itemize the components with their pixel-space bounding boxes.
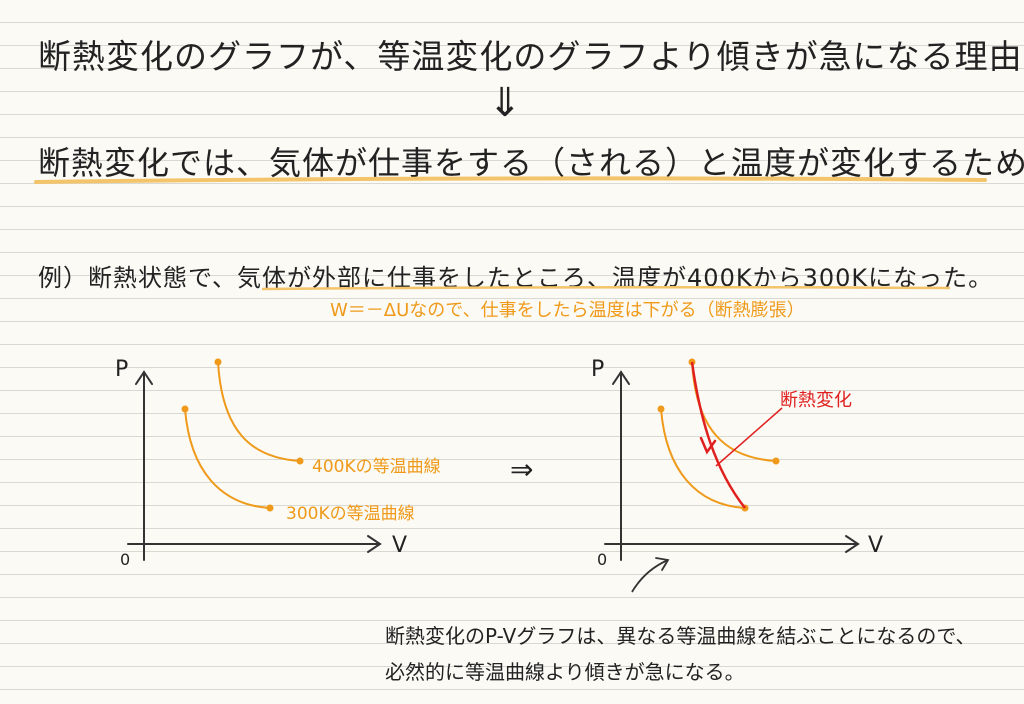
- page-title: 断熱変化のグラフが、等温変化のグラフより傾きが急になる理由: [38, 37, 1023, 76]
- left-axes: [127, 370, 382, 561]
- isotherm-300k-end: [266, 504, 274, 512]
- isotherm-400k-end: [296, 457, 304, 465]
- right-origin-label: 0: [597, 550, 608, 569]
- heading-highlight: [34, 176, 987, 184]
- bottom-note-arrowhead: [655, 557, 670, 571]
- isotherm-300k-start: [181, 405, 189, 413]
- isotherm-400k: [217, 361, 301, 462]
- bottom-explanation: 断熱変化のP-Vグラフは、異なる等温曲線を結ぶことになるので、 必然的に等温曲線…: [385, 618, 1005, 690]
- right-axes: [604, 370, 860, 561]
- adiabatic-arrowhead: [699, 436, 717, 455]
- right-400k-end: [772, 457, 780, 465]
- isotherm-300k: [184, 408, 271, 509]
- isotherm-400k-start: [214, 358, 222, 366]
- main-reason-heading: 断熱変化では、気体が仕事をする（される）と温度が変化するため！: [38, 144, 1024, 182]
- left-axis-p-label: P: [115, 357, 129, 382]
- adiabatic-curve: [690, 361, 746, 509]
- bottom-explanation-line2: 必然的に等温曲線より傾きが急になる。: [385, 660, 745, 684]
- down-arrow-icon: ⇓: [488, 80, 522, 126]
- adiabatic-leader-line: [715, 407, 783, 467]
- bottom-explanation-line1: 断熱変化のP-Vグラフは、異なる等温曲線を結ぶことになるので、: [385, 624, 976, 648]
- implies-arrow-icon: ⇒: [510, 453, 534, 486]
- right-isotherm-300k: [660, 408, 746, 509]
- formula-note: W＝－ΔUなので、仕事をしたら温度は下がる（断熱膨張）: [330, 300, 805, 321]
- right-axis-p-label: P: [591, 357, 605, 382]
- left-origin-label: 0: [120, 550, 131, 569]
- label-400k-isotherm: 400Kの等温曲線: [312, 457, 441, 477]
- right-300k-start: [657, 405, 665, 413]
- example-underline: [261, 285, 951, 291]
- bottom-note-arrow: [631, 559, 669, 593]
- right-axis-v-label: V: [868, 533, 884, 558]
- label-300k-isotherm: 300Kの等温曲線: [286, 504, 415, 524]
- adiabatic-change-label: 断熱変化: [780, 390, 852, 411]
- left-axis-v-label: V: [392, 533, 408, 558]
